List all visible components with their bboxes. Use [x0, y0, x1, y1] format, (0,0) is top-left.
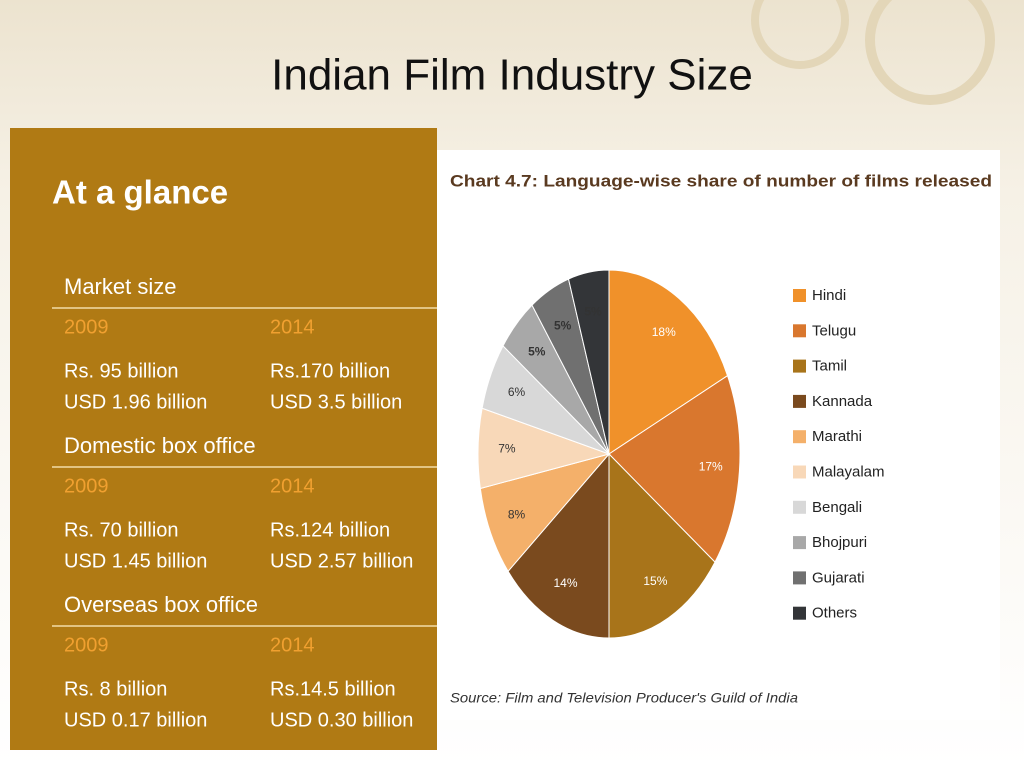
- legend-swatch: [793, 536, 806, 550]
- slide-title: Indian Film Industry Size: [271, 51, 753, 100]
- year: 2014: [270, 475, 315, 497]
- slice-label: 17%: [699, 460, 723, 474]
- chart-title: Chart 4.7: Language-wise share of number…: [450, 171, 992, 190]
- pie-slice: [567, 269, 610, 455]
- glance-heading: At a glance: [52, 174, 228, 211]
- pie-slice: [608, 269, 729, 455]
- year: 2009: [64, 475, 109, 497]
- legend-swatch: [793, 465, 806, 479]
- figure: Rs.14.5 billion: [270, 678, 396, 700]
- chart-source: Source: Film and Television Producer's G…: [450, 690, 798, 706]
- swirl: [865, 0, 995, 105]
- figure: Rs. 95 billion: [64, 360, 179, 382]
- section-title: Overseas box office: [64, 592, 258, 617]
- section-title: Domestic box office: [64, 433, 256, 458]
- slice-label: 5%: [584, 304, 602, 318]
- legend-swatch: [793, 359, 806, 373]
- slice-label: 14%: [553, 576, 577, 590]
- legend-swatch: [793, 500, 806, 514]
- figure: Rs. 70 billion: [64, 519, 179, 541]
- slice-label: 5%: [554, 318, 572, 332]
- pie-slice: [479, 453, 611, 573]
- legend-swatch: [793, 289, 806, 302]
- figure: Rs. 8 billion: [64, 678, 167, 700]
- figure: Rs.124 billion: [270, 519, 390, 541]
- legend-label: Kannada: [812, 393, 873, 410]
- legend-label: Bhojpuri: [812, 534, 867, 551]
- legend-label: Hindi: [812, 287, 846, 304]
- slice-label: 18%: [652, 325, 676, 339]
- slice-label: 7%: [498, 442, 516, 456]
- slice-label: 15%: [643, 574, 667, 588]
- pie-slice: [608, 374, 741, 563]
- figure: USD 0.17 billion: [64, 709, 207, 731]
- year: 2014: [270, 316, 315, 338]
- legend-label: Gujarati: [812, 569, 865, 586]
- slice-label: 6%: [508, 385, 526, 399]
- legend-label: Marathi: [812, 428, 862, 445]
- legend-label: Telugu: [812, 322, 856, 339]
- legend-label: Tamil: [812, 358, 847, 375]
- legend-swatch: [793, 606, 806, 620]
- figure: USD 1.45 billion: [64, 550, 207, 572]
- legend-label: Others: [812, 605, 857, 622]
- figure: USD 2.57 billion: [270, 550, 413, 572]
- legend-label: Malayalam: [812, 463, 885, 480]
- year: 2009: [64, 316, 109, 338]
- swirl: [751, 0, 849, 69]
- figure: USD 0.30 billion: [270, 709, 413, 731]
- legend-swatch: [793, 571, 806, 585]
- figure: Rs.170 billion: [270, 360, 390, 382]
- legend-swatch: [793, 394, 806, 408]
- year: 2014: [270, 634, 315, 656]
- slice-label: 5%: [528, 345, 546, 359]
- pie-slice: [507, 452, 610, 639]
- pie-slice: [608, 452, 716, 639]
- year: 2009: [64, 634, 109, 656]
- figure: USD 1.96 billion: [64, 391, 207, 413]
- section-title: Market size: [64, 274, 176, 299]
- slice-label: 8%: [508, 507, 526, 521]
- legend-swatch: [793, 430, 806, 444]
- legend-swatch: [793, 324, 806, 338]
- figure: USD 3.5 billion: [270, 391, 402, 413]
- glance-panel: [10, 128, 437, 750]
- legend-label: Bengali: [812, 499, 862, 516]
